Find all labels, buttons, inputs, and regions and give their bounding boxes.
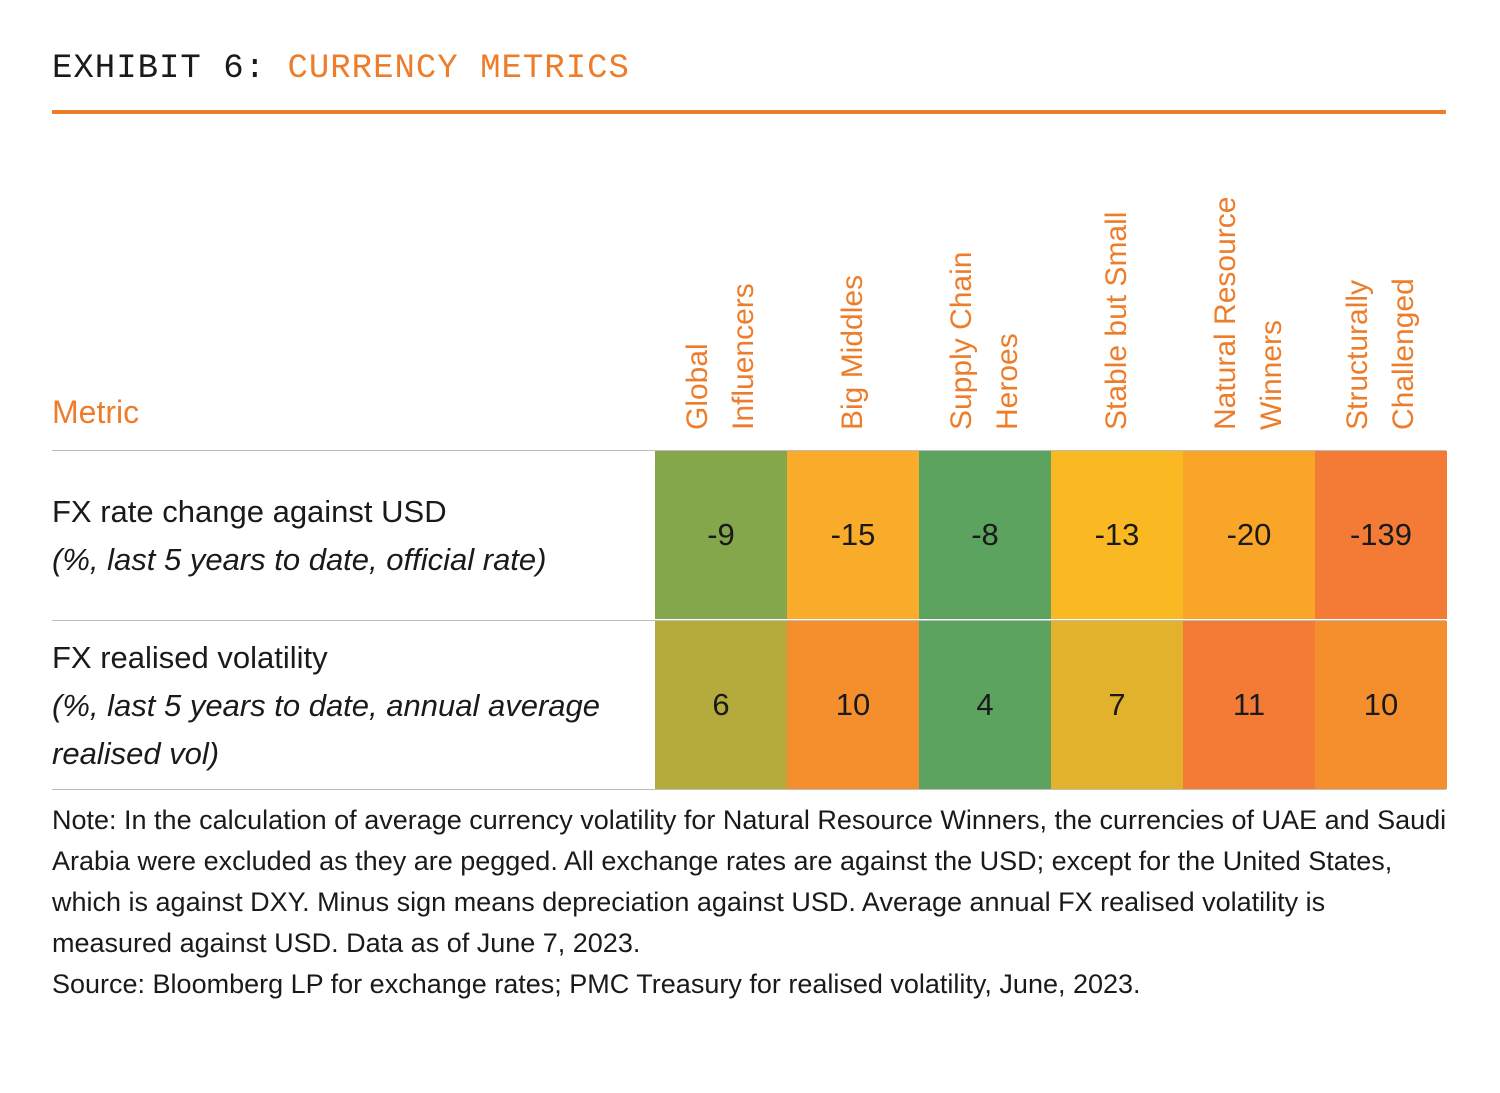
row-label: FX realised volatility (%, last 5 years t…	[52, 634, 652, 778]
column-header-label: Global Influencers	[675, 283, 767, 430]
column-header-label: Supply Chain Heroes	[939, 252, 1031, 430]
row-label-main: FX rate change against USD	[52, 494, 447, 529]
column-header-line: Global	[681, 343, 714, 430]
row-label-subtitle: (%, last 5 years to date, annual average…	[52, 688, 600, 771]
row-label: FX rate change against USD (%, last 5 ye…	[52, 488, 652, 584]
footnote-note: Note: In the calculation of average curr…	[52, 805, 1447, 958]
heatmap-cell: 7	[1051, 621, 1183, 789]
heatmap-cell: 6	[655, 621, 787, 789]
row-label-main: FX realised volatility	[52, 640, 328, 675]
heatmap-cell: -8	[919, 451, 1051, 619]
column-header: Stable but Small	[1051, 140, 1183, 430]
row-label-subtitle: (%, last 5 years to date, official rate)	[52, 542, 547, 577]
heatmap-cell: 4	[919, 621, 1051, 789]
column-header-line: Structurally	[1341, 279, 1374, 430]
exhibit-title: EXHIBIT 6: CURRENCY METRICS	[52, 50, 630, 88]
exhibit-prefix: EXHIBIT 6:	[52, 50, 267, 88]
column-header-line: Big Middles	[836, 274, 869, 430]
footnote-source: Source: Bloomberg LP for exchange rates;…	[52, 969, 1141, 999]
column-header-line: Natural Resource	[1209, 196, 1242, 430]
column-header-line: Stable but Small	[1100, 211, 1133, 430]
row-divider	[52, 789, 1446, 790]
column-header: Supply Chain Heroes	[919, 140, 1051, 430]
row-divider	[52, 450, 1446, 451]
title-rule	[52, 110, 1446, 114]
footnote: Note: In the calculation of average curr…	[52, 800, 1452, 1005]
heatmap-cell: -9	[655, 451, 787, 619]
heatmap-cell: -20	[1183, 451, 1315, 619]
column-header: Natural Resource Winners	[1183, 140, 1315, 430]
heatmap-cell: 10	[1315, 621, 1447, 789]
column-header-line: Winners	[1255, 319, 1288, 430]
heatmap-cell: -15	[787, 451, 919, 619]
column-header-line: Heroes	[991, 333, 1024, 430]
column-header-line: Influencers	[727, 283, 760, 430]
heatmap-cell: -139	[1315, 451, 1447, 619]
column-header: Structurally Challenged	[1315, 140, 1447, 430]
column-header-label: Big Middles	[830, 275, 876, 430]
column-header-line: Challenged	[1387, 278, 1420, 430]
column-header-label: Stable but Small	[1094, 212, 1140, 430]
heatmap-cell: -13	[1051, 451, 1183, 619]
column-header-line: Supply Chain	[945, 251, 978, 430]
heatmap-cell: 11	[1183, 621, 1315, 789]
exhibit-main-title: CURRENCY METRICS	[287, 50, 630, 88]
metric-column-header: Metric	[52, 394, 140, 430]
column-header: Global Influencers	[655, 140, 787, 430]
column-header-label: Natural Resource Winners	[1203, 197, 1295, 430]
column-header: Big Middles	[787, 140, 919, 430]
heatmap-cell: 10	[787, 621, 919, 789]
row-divider	[52, 620, 1446, 621]
column-header-label: Structurally Challenged	[1335, 278, 1427, 430]
